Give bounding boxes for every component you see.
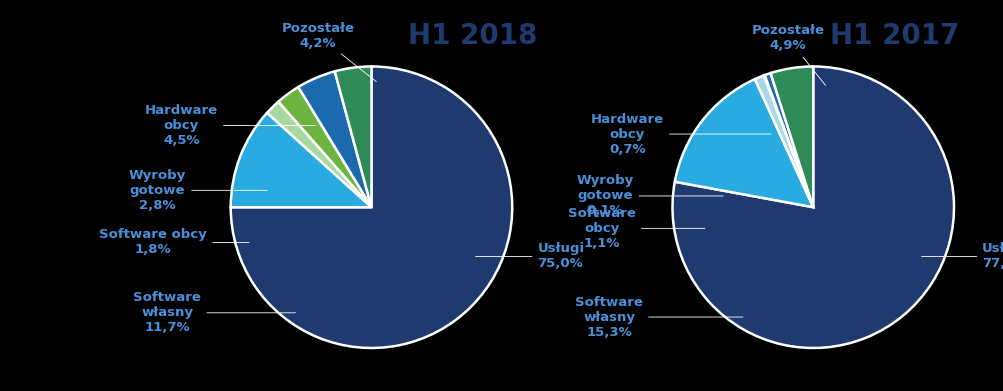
Wedge shape — [278, 87, 371, 207]
Text: Wyroby
gotowe
0,1%: Wyroby gotowe 0,1% — [576, 174, 722, 217]
Text: Software
własny
11,7%: Software własny 11,7% — [133, 291, 295, 334]
Wedge shape — [298, 71, 371, 207]
Text: Software obcy
1,8%: Software obcy 1,8% — [99, 228, 249, 256]
Text: H1 2018: H1 2018 — [408, 22, 537, 50]
Text: Pozostałe
4,2%: Pozostałe 4,2% — [281, 22, 376, 82]
Wedge shape — [267, 102, 371, 207]
Text: H1 2017: H1 2017 — [829, 22, 959, 50]
Text: Usługi
77,9%: Usługi 77,9% — [921, 242, 1003, 271]
Text: Usługi
75,0%: Usługi 75,0% — [475, 242, 584, 271]
Text: Wyroby
gotowe
2,8%: Wyroby gotowe 2,8% — [128, 169, 267, 212]
Wedge shape — [672, 66, 953, 348]
Text: Software
obcy
1,1%: Software obcy 1,1% — [568, 207, 704, 250]
Text: Hardware
obcy
4,5%: Hardware obcy 4,5% — [144, 104, 315, 147]
Wedge shape — [674, 79, 812, 207]
Text: Hardware
obcy
0,7%: Hardware obcy 0,7% — [591, 113, 770, 156]
Text: Pozostałe
4,9%: Pozostałe 4,9% — [750, 24, 824, 85]
Wedge shape — [770, 66, 812, 207]
Wedge shape — [763, 75, 812, 207]
Text: Software
własny
15,3%: Software własny 15,3% — [575, 296, 742, 339]
Wedge shape — [764, 73, 812, 207]
Wedge shape — [754, 75, 812, 207]
Wedge shape — [334, 66, 371, 207]
Wedge shape — [231, 113, 371, 207]
Wedge shape — [231, 66, 512, 348]
